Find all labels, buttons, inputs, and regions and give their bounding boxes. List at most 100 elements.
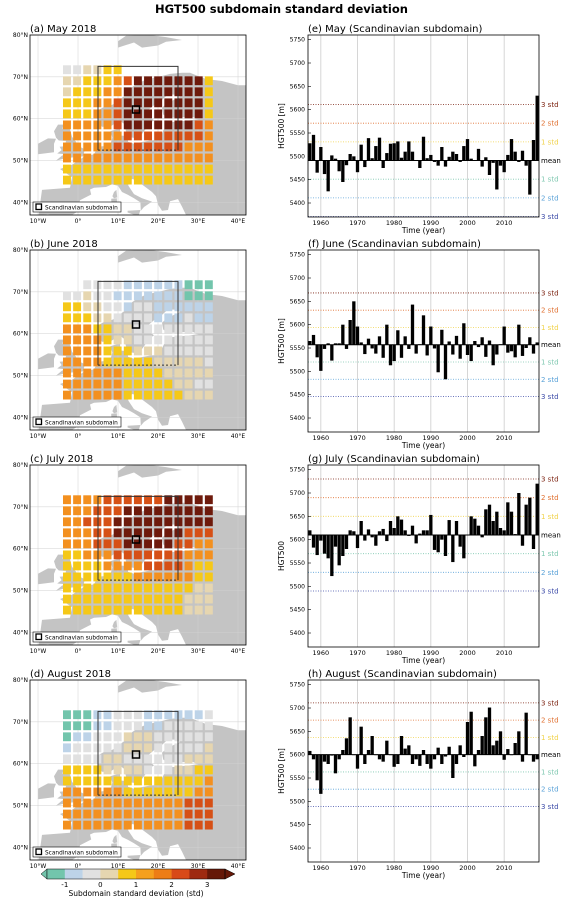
grid-cell [174,164,183,174]
grid-cell [144,291,152,301]
grid-cell [123,495,132,505]
grid-cell [63,776,71,786]
grid-cell [123,798,132,808]
land-shape [112,189,118,199]
grid-cell [144,506,152,516]
grid-cell [154,743,163,753]
bar [366,529,371,535]
grid-cell [93,820,102,830]
grid-cell [204,98,213,108]
grid-cell [123,280,132,290]
grid-cell [133,743,142,753]
bar [381,344,385,358]
grid-cell [164,594,173,604]
grid-cell [133,710,142,720]
map-x-tick-label: 10°E [111,433,126,440]
grid-cell [123,302,132,312]
map-y-tick-label: 80°N [13,247,28,254]
grid-cell [174,820,183,830]
grid-cell [164,754,173,764]
grid-cell [113,335,122,345]
y-tick-label: 5750 [290,682,305,689]
grid-cell [113,153,122,163]
grid-cell [194,820,203,830]
x-tick-label: 1970 [349,649,366,657]
grid-cell [164,164,173,174]
grid-cell [123,517,132,527]
land-shape [118,680,182,693]
grid-cell [204,87,213,97]
bar [311,535,316,548]
grid-cell [103,732,112,742]
subdomain-box [97,65,179,151]
x-tick-label: 1990 [423,219,440,227]
grid-cell [154,572,163,582]
grid-cell [73,131,82,141]
grid-cell [154,98,163,108]
bar [513,344,517,358]
grid-cell [144,131,152,141]
grid-cell [194,131,203,141]
grid-cell [123,164,132,174]
legend-marker [35,203,43,211]
bar-panel-f3: (g) July (Scandinavian subdomain) 3 std 2 … [277,454,561,665]
map-y-tick-label: 70°N [13,289,28,296]
grid-cell [83,809,92,819]
grid-cell [73,335,82,345]
grid-cell [113,820,122,830]
grid-cell [93,65,102,75]
bar [363,160,367,168]
bar [366,750,371,755]
bar-chart-title: (g) July (Scandinavian subdomain) [308,454,480,465]
bar [443,535,448,556]
grid-cell [63,710,71,720]
bar [366,138,371,161]
grid-cell [103,109,112,119]
y-tick-label: 5400 [290,200,305,207]
grid-cell [144,390,152,400]
grid-cell [204,528,213,538]
grid-cell [184,495,193,505]
grid-cell [154,754,163,764]
bar [337,754,341,760]
grid-cell [133,809,142,819]
grid-cell [103,517,112,527]
colorbar-segment [207,869,226,879]
bar [498,160,503,166]
grid-cell [73,732,82,742]
plot-frame [307,249,540,433]
grid-cell [123,291,132,301]
grid-cell [103,787,112,797]
map-title: (b) June 2018 [30,239,98,250]
std-label: 1 std [541,734,559,742]
grid-cell [63,572,71,582]
grid-cell [144,357,152,367]
y-tick-label: 5750 [290,252,305,259]
map-frame [29,679,247,861]
subdomain-box [97,495,179,581]
grid-cell [63,506,71,516]
grid-cell [144,765,152,775]
grid-cell [174,175,183,185]
grid-cell [93,313,102,323]
bar [407,344,411,349]
bar [392,344,396,362]
bar [440,535,444,540]
y-tick-label: 5600 [290,322,305,329]
bar [487,160,492,175]
bar [509,511,514,535]
grid-cell [113,798,122,808]
bar [520,535,525,546]
grid-cell [184,390,193,400]
bar [524,160,528,166]
bar [344,738,349,755]
map-y-tick-label: 60°N [13,761,28,768]
grid-cell [113,175,122,185]
grid-cell [113,787,122,797]
grid-cell [164,346,173,356]
bar [308,341,312,345]
grid-cell [164,142,173,152]
grid-cell [103,539,112,549]
bar [462,323,466,345]
grid-cell [73,572,82,582]
